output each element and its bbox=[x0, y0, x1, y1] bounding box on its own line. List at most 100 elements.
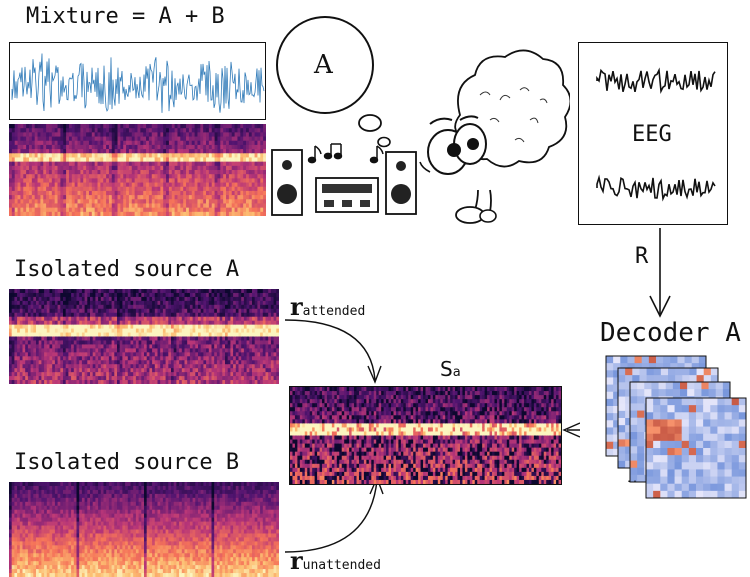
spectrogram-cell bbox=[83, 203, 87, 209]
spectrogram-cell bbox=[81, 332, 86, 338]
spectrogram-cell bbox=[60, 569, 64, 574]
spectrogram-cell bbox=[160, 356, 164, 361]
spectrogram-cell bbox=[9, 124, 13, 129]
spectrogram-cell bbox=[48, 124, 53, 129]
spectrogram-cell bbox=[157, 304, 161, 310]
spectrogram-cell bbox=[57, 140, 61, 146]
spectrogram-cell bbox=[117, 174, 121, 179]
spectrogram-cell bbox=[138, 316, 142, 322]
spectrogram-cell bbox=[126, 132, 130, 138]
spectrogram-cell bbox=[71, 157, 76, 163]
spectrogram-cell bbox=[263, 182, 266, 188]
spectrogram-cell bbox=[222, 344, 226, 349]
spectrogram-cell bbox=[71, 549, 75, 554]
mixture-waveform bbox=[9, 42, 266, 120]
spectrogram-cell bbox=[126, 161, 130, 167]
spectrogram-cell bbox=[52, 372, 56, 377]
spectrogram-cell bbox=[138, 368, 142, 373]
spectrogram-cell bbox=[14, 561, 18, 566]
spectrogram-cell bbox=[206, 360, 210, 365]
spectrogram-cell bbox=[238, 352, 242, 357]
spectrogram-cell bbox=[192, 289, 196, 294]
spectrogram-cell bbox=[219, 376, 223, 381]
spectrogram-cell bbox=[225, 320, 229, 326]
spectrogram-cell bbox=[41, 493, 45, 499]
spectrogram-cell bbox=[83, 165, 87, 171]
spectrogram-cell bbox=[44, 497, 48, 503]
spectrogram-cell bbox=[270, 336, 275, 342]
spectrogram-cell bbox=[14, 493, 18, 499]
spectrogram-cell bbox=[117, 211, 121, 216]
spectrogram-cell bbox=[44, 308, 48, 314]
spectrogram-cell bbox=[211, 348, 215, 353]
spectrogram-cell bbox=[57, 380, 61, 384]
spectrogram-cell bbox=[73, 372, 78, 377]
spectrogram-cell bbox=[273, 316, 277, 322]
spectrogram-cell bbox=[273, 312, 277, 318]
spectrogram-cell bbox=[246, 328, 250, 334]
spectrogram-cell bbox=[135, 316, 140, 322]
spectrogram-cell bbox=[165, 368, 169, 373]
spectrogram-cell bbox=[26, 161, 30, 167]
spectrogram-cell bbox=[214, 186, 219, 192]
spectrogram-cell bbox=[44, 312, 48, 318]
spectrogram-cell bbox=[114, 336, 118, 342]
spectrogram-cell bbox=[252, 376, 256, 381]
spectrogram-cell bbox=[86, 174, 90, 179]
spectrogram-cell bbox=[223, 140, 227, 146]
spectrogram-cell bbox=[181, 344, 186, 349]
spectrogram-cell bbox=[41, 320, 45, 326]
spectrogram-cell bbox=[38, 289, 42, 294]
spectrogram-cell bbox=[152, 316, 156, 322]
spectrogram-cell bbox=[98, 356, 102, 361]
spectrogram-cell bbox=[128, 170, 133, 175]
spectrogram-cell bbox=[100, 195, 104, 200]
spectrogram-cell bbox=[86, 140, 90, 146]
eeg-panel bbox=[578, 42, 728, 225]
spectrogram-cell bbox=[231, 203, 236, 209]
spectrogram-cell bbox=[148, 199, 153, 205]
spectrogram-cell bbox=[260, 352, 264, 357]
spectrogram-cell bbox=[200, 153, 204, 159]
spectrogram-cell bbox=[254, 300, 258, 306]
spectrogram-cell bbox=[125, 289, 129, 294]
spectrogram-cell bbox=[160, 296, 164, 302]
spectrogram-cell bbox=[43, 182, 47, 188]
spectrogram-cell bbox=[206, 380, 210, 384]
spectrogram-cell bbox=[126, 124, 130, 129]
spectrogram-cell bbox=[20, 195, 24, 200]
spectrogram-cell bbox=[174, 124, 179, 129]
spectrogram-cell bbox=[57, 549, 61, 554]
spectrogram-cell bbox=[219, 348, 223, 353]
spectrogram-cell bbox=[9, 549, 13, 554]
spectrogram-cell bbox=[197, 140, 201, 146]
spectrogram-cell bbox=[181, 360, 186, 365]
spectrogram-cell bbox=[249, 324, 253, 330]
spectrogram-cell bbox=[146, 316, 150, 322]
spectrogram-cell bbox=[163, 161, 167, 167]
spectrogram-cell bbox=[88, 186, 93, 192]
spectrogram-cell bbox=[183, 190, 187, 196]
spectrogram-cell bbox=[46, 328, 51, 334]
spectrogram-cell bbox=[152, 352, 156, 357]
speaker-setup bbox=[271, 143, 417, 216]
spectrogram-cell bbox=[260, 316, 264, 322]
spectrogram-cell bbox=[81, 380, 86, 384]
spectrogram-cell bbox=[122, 300, 126, 306]
spectrogram-cell bbox=[144, 332, 148, 338]
spectrogram-cell bbox=[86, 124, 90, 129]
spectrogram-cell bbox=[106, 360, 110, 365]
spectrogram-cell bbox=[22, 328, 26, 334]
spectrogram-cell bbox=[94, 186, 99, 192]
spectrogram-cell bbox=[54, 178, 59, 184]
spectrogram-cell bbox=[95, 340, 99, 346]
spectrogram-cell bbox=[162, 312, 167, 318]
spectrogram-cell bbox=[71, 300, 75, 306]
spectrogram-cell bbox=[243, 340, 248, 346]
spectrogram-cell bbox=[60, 368, 64, 373]
spectrogram-cell bbox=[123, 149, 127, 154]
spectrogram-cell bbox=[143, 153, 147, 159]
spectrogram-cell bbox=[149, 289, 153, 294]
spectrogram-cell bbox=[68, 174, 73, 179]
spectrogram-cell bbox=[19, 537, 24, 542]
